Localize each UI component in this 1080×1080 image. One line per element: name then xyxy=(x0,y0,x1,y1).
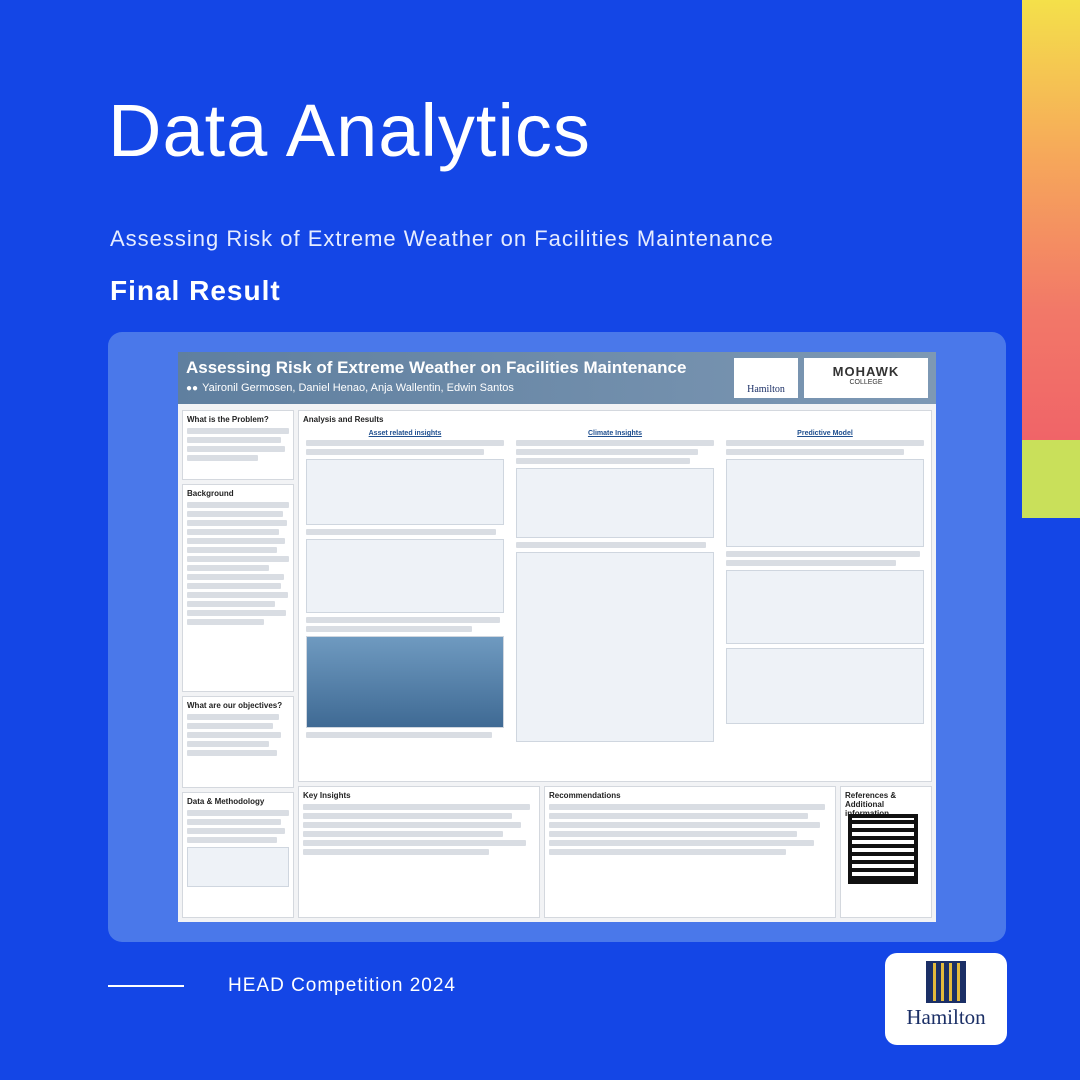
people-icon: ●● xyxy=(186,383,199,394)
climate-correlation-visual xyxy=(516,468,714,538)
poster-authors: ●● Yaironil Germosen, Daniel Henao, Anja … xyxy=(186,382,514,394)
asset-map-visual xyxy=(306,459,504,525)
data-methodology-heading: Data & Methodology xyxy=(187,797,265,806)
decorative-gradient-bar xyxy=(1022,0,1080,518)
key-insights-section: Key Insights xyxy=(298,786,540,918)
objectives-section: What are our objectives? xyxy=(182,696,294,788)
objectives-heading: What are our objectives? xyxy=(187,701,283,710)
authors-text: Yaironil Germosen, Daniel Henao, Anja Wa… xyxy=(202,382,514,394)
references-heading: References & Additional information xyxy=(845,791,897,818)
poster-mohawk-logo: MOHAWK COLLEGE xyxy=(804,358,928,398)
data-methodology-section: Data & Methodology xyxy=(182,792,294,918)
poster-image: Assessing Risk of Extreme Weather on Fac… xyxy=(178,352,936,922)
mohawk-sub: COLLEGE xyxy=(849,379,883,386)
recommendations-heading: Recommendations xyxy=(549,791,621,800)
climate-insights-heading: Climate Insights xyxy=(587,430,643,437)
qr-code-image xyxy=(848,814,918,884)
page-title: Data Analytics xyxy=(108,89,591,172)
asset-insights-heading: Asset related insights xyxy=(368,430,442,437)
poster-hamilton-logo: Hamilton xyxy=(734,358,798,398)
hamilton-logo-text: Hamilton xyxy=(906,1005,986,1029)
section-label: Final Result xyxy=(110,275,281,306)
background-heading: Background xyxy=(187,489,234,498)
prediction-bar-visual xyxy=(726,648,924,724)
poster-title: Assessing Risk of Extreme Weather on Fac… xyxy=(186,358,687,377)
climate-trend-visuals xyxy=(516,552,714,742)
asset-column-visual xyxy=(306,636,504,728)
climate-insights-column: Climate Insights xyxy=(512,426,718,778)
hamilton-mark-icon xyxy=(926,961,966,1003)
mohawk-name: MOHAWK xyxy=(832,364,900,379)
feature-importance-visual xyxy=(726,570,924,644)
problem-heading: What is the Problem? xyxy=(187,415,269,424)
hamilton-logo: Hamilton xyxy=(885,953,1007,1045)
asset-insights-column: Asset related insights xyxy=(302,426,508,778)
key-insights-heading: Key Insights xyxy=(303,791,351,800)
poster-header: Assessing Risk of Extreme Weather on Fac… xyxy=(178,352,936,404)
decorative-accent-block xyxy=(1022,440,1080,518)
problem-section: What is the Problem? xyxy=(182,410,294,480)
recommendations-section: Recommendations xyxy=(544,786,836,918)
footer-divider xyxy=(108,985,184,987)
page-subtitle: Assessing Risk of Extreme Weather on Fac… xyxy=(110,226,774,251)
competition-label: HEAD Competition 2024 xyxy=(228,975,456,996)
analysis-heading: Analysis and Results xyxy=(303,415,384,424)
scatter-visual xyxy=(726,459,924,547)
predictive-model-heading: Predictive Model xyxy=(797,430,853,437)
map-graphic xyxy=(187,847,289,887)
asset-bar-visual xyxy=(306,539,504,613)
predictive-model-column: Predictive Model xyxy=(722,426,928,778)
background-section: Background xyxy=(182,484,294,692)
